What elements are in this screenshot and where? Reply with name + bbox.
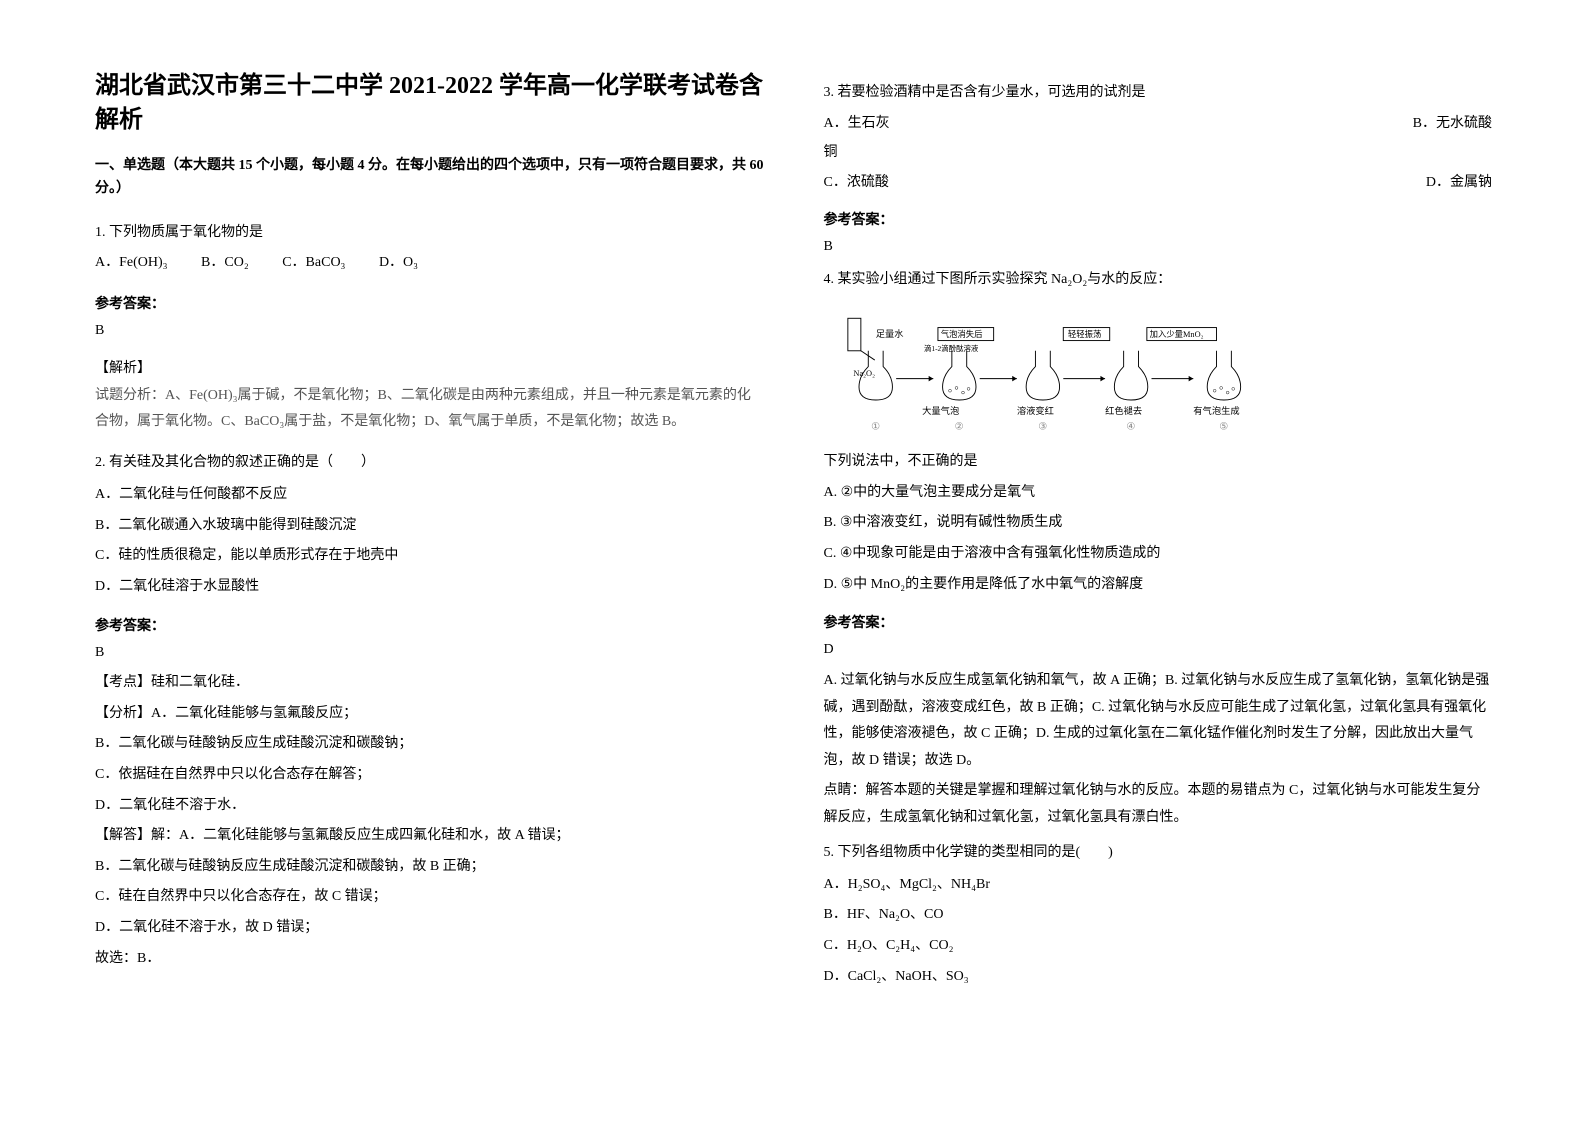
q3-options-row2: C．浓硫酸 D．金属钠 bbox=[824, 171, 1493, 191]
q3-answer-label: 参考答案： bbox=[824, 209, 1493, 229]
q2-option-a: A．二氧化硅与任何酸都不反应 bbox=[95, 482, 764, 509]
question-2: 2. 有关硅及其化合物的叙述正确的是（ ） bbox=[95, 452, 764, 474]
q1-answer-label: 参考答案： bbox=[95, 293, 764, 313]
q3-answer: B bbox=[824, 235, 1493, 259]
q2-option-d: D．二氧化硅溶于水显酸性 bbox=[95, 574, 764, 601]
svg-text:①: ① bbox=[871, 422, 880, 433]
svg-text:滴1-2滴酚酞溶液: 滴1-2滴酚酞溶液 bbox=[924, 343, 979, 353]
q2-jieda-b: B．二氧化碳与硅酸钠反应生成硅酸沉淀和碳酸钠，故 B 正确； bbox=[95, 854, 764, 881]
exam-title: 湖北省武汉市第三十二中学 2021-2022 学年高一化学联考试卷含解析 bbox=[95, 70, 764, 137]
q2-kaodian: 【考点】硅和二氧化硅． bbox=[95, 670, 764, 697]
q3-options-row1: A．生石灰 B．无水硫酸 bbox=[824, 112, 1493, 132]
q4-option-b: B. ③中溶液变红，说明有碱性物质生成 bbox=[824, 510, 1493, 537]
q2-fenxi-a: 【分析】A．二氧化硅能够与氢氟酸反应； bbox=[95, 701, 764, 728]
q1-option-b: B．CO₂ bbox=[201, 252, 249, 274]
left-column: 湖北省武汉市第三十二中学 2021-2022 学年高一化学联考试卷含解析 一、单… bbox=[95, 70, 764, 1052]
svg-text:大量气泡: 大量气泡 bbox=[922, 405, 959, 417]
svg-text:⑤: ⑤ bbox=[1219, 422, 1228, 433]
q2-jieda-c: C．硅在自然界中只以化合态存在，故 C 错误； bbox=[95, 884, 764, 911]
q1-analysis-label: 【解析】 bbox=[95, 357, 764, 377]
svg-text:轻轻振荡: 轻轻振荡 bbox=[1067, 329, 1100, 339]
q4-analysis: A. 过氧化钠与水反应生成氢氧化钠和氧气，故 A 正确；B. 过氧化钠与水反应生… bbox=[824, 668, 1493, 774]
q1-analysis: 试题分析：A、Fe(OH)₃属于碱，不是氧化物；B、二氧化碳是由两种元素组成，并… bbox=[95, 383, 764, 436]
q2-fenxi-b: B．二氧化碳与硅酸钠反应生成硅酸沉淀和碳酸钠； bbox=[95, 731, 764, 758]
q3-option-d: D．金属钠 bbox=[1426, 171, 1492, 191]
question-4: 4. 某实验小组通过下图所示实验探究 Na₂O₂与水的反应： bbox=[824, 269, 1493, 291]
q2-fenxi-c: C．依据硅在自然界中只以化合态存在解答； bbox=[95, 762, 764, 789]
svg-text:足量水: 足量水 bbox=[875, 328, 904, 340]
q3-option-a: A．生石灰 bbox=[824, 112, 890, 132]
svg-text:④: ④ bbox=[1126, 422, 1135, 433]
q4-option-c: C. ④中现象可能是由于溶液中含有强氧化性物质造成的 bbox=[824, 541, 1493, 568]
q3-option-b2: 铜 bbox=[824, 140, 1493, 167]
q4-dianjing: 点睛：解答本题的关键是掌握和理解过氧化钠与水的反应。本题的易错点为 C，过氧化钠… bbox=[824, 778, 1493, 831]
q5-option-b: B．HF、Na₂O、CO bbox=[824, 902, 1493, 929]
right-column: 3. 若要检验酒精中是否含有少量水，可选用的试剂是 A．生石灰 B．无水硫酸 铜… bbox=[824, 70, 1493, 1052]
svg-text:Na₂O₂: Na₂O₂ bbox=[853, 369, 875, 378]
svg-text:②: ② bbox=[954, 422, 963, 433]
svg-text:气泡消失后: 气泡消失后 bbox=[940, 329, 982, 339]
q5-option-c: C．H₂O、C₂H₄、CO₂ bbox=[824, 933, 1493, 960]
question-3: 3. 若要检验酒精中是否含有少量水，可选用的试剂是 bbox=[824, 82, 1493, 104]
q1-option-c: C．BaCO₃ bbox=[282, 252, 345, 274]
q2-answer-label: 参考答案： bbox=[95, 615, 764, 635]
svg-text:有气泡生成: 有气泡生成 bbox=[1193, 405, 1239, 417]
q2-guxuan: 故选：B． bbox=[95, 946, 764, 973]
flask-3 bbox=[1026, 351, 1059, 400]
q5-option-d: D．CaCl₂、NaOH、SO₃ bbox=[824, 964, 1493, 991]
question-5: 5. 下列各组物质中化学键的类型相同的是( ) bbox=[824, 842, 1493, 864]
q5-option-a: A．H₂SO₄、MgCl₂、NH₄Br bbox=[824, 872, 1493, 899]
q2-option-b: B．二氧化碳通入水玻璃中能得到硅酸沉淀 bbox=[95, 513, 764, 540]
svg-text:红色褪去: 红色褪去 bbox=[1105, 405, 1142, 417]
q3-option-c: C．浓硫酸 bbox=[824, 171, 889, 191]
q2-jieda-d: D．二氧化硅不溶于水，故 D 错误； bbox=[95, 915, 764, 942]
svg-text:③: ③ bbox=[1038, 422, 1047, 433]
q4-option-d: D. ⑤中 MnO₂的主要作用是降低了水中氧气的溶解度 bbox=[824, 572, 1493, 599]
q1-answer: B bbox=[95, 319, 764, 343]
svg-text:加入少量MnO₂: 加入少量MnO₂ bbox=[1149, 329, 1203, 339]
q4-subtext: 下列说法中，不正确的是 bbox=[824, 449, 1493, 476]
flask-5 bbox=[1207, 351, 1240, 400]
experiment-diagram: Na₂O₂ 足量水 气泡消失后 滴1-2滴酚酞溶液 轻轻振荡 bbox=[824, 309, 1284, 439]
flask-4 bbox=[1114, 351, 1147, 400]
q4-answer: D bbox=[824, 638, 1493, 662]
section-header: 一、单选题（本大题共 15 个小题，每小题 4 分。在每小题给出的四个选项中，只… bbox=[95, 155, 764, 200]
q2-answer: B bbox=[95, 641, 764, 665]
q3-option-b: B．无水硫酸 bbox=[1413, 112, 1492, 132]
q1-options: A．Fe(OH)₃ B．CO₂ C．BaCO₃ D．O₃ bbox=[95, 252, 764, 274]
svg-text:溶液变红: 溶液变红 bbox=[1016, 405, 1053, 417]
q1-option-d: D．O₃ bbox=[379, 252, 418, 274]
q2-option-c: C．硅的性质很稳定，能以单质形式存在于地壳中 bbox=[95, 543, 764, 570]
q2-jieda-a: 【解答】解：A．二氧化硅能够与氢氟酸反应生成四氟化硅和水，故 A 错误； bbox=[95, 823, 764, 850]
flask-1: Na₂O₂ 足量水 bbox=[847, 318, 903, 400]
q1-option-a: A．Fe(OH)₃ bbox=[95, 252, 168, 274]
q4-option-a: A. ②中的大量气泡主要成分是氧气 bbox=[824, 480, 1493, 507]
q4-answer-label: 参考答案： bbox=[824, 612, 1493, 632]
flask-2: 气泡消失后 滴1-2滴酚酞溶液 bbox=[924, 328, 994, 400]
q2-fenxi-d: D．二氧化硅不溶于水． bbox=[95, 793, 764, 820]
question-1: 1. 下列物质属于氧化物的是 bbox=[95, 222, 764, 244]
